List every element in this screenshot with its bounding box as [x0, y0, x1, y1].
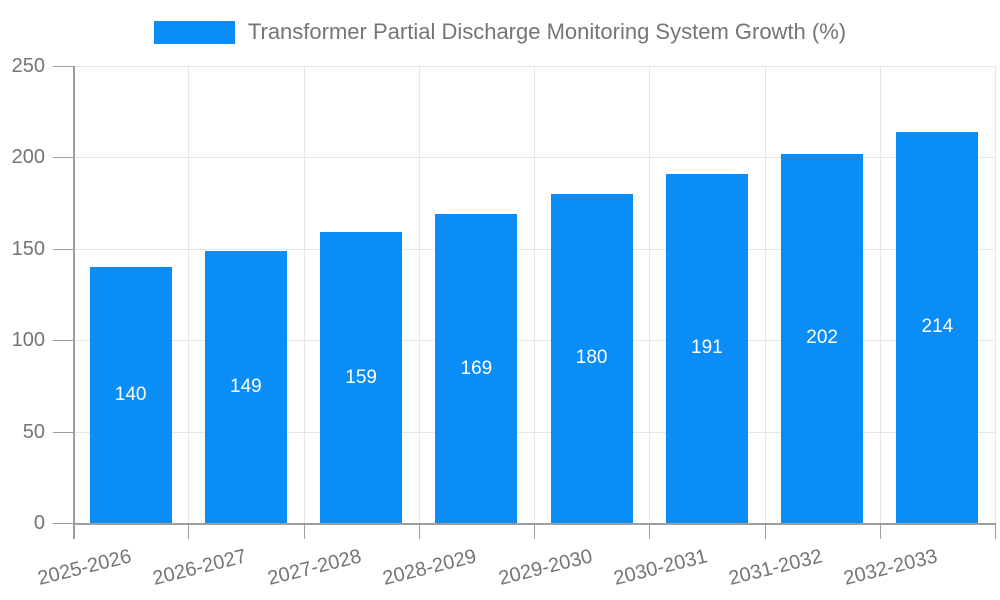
bar-value-label: 214 [921, 316, 954, 338]
x-tick [995, 523, 996, 539]
bar[interactable] [665, 173, 748, 523]
bar[interactable] [896, 131, 979, 523]
y-axis-tick-label: 200 [11, 146, 45, 169]
y-axis-tick-label: 250 [11, 55, 45, 77]
x-gridline [649, 66, 651, 523]
x-tick [534, 523, 535, 539]
bar-value-label: 149 [230, 375, 262, 397]
bar-value-label: 140 [114, 384, 147, 406]
bar[interactable] [550, 193, 633, 523]
bar-value-label: 180 [575, 347, 608, 369]
x-tick [879, 523, 881, 539]
legend-item[interactable]: Transformer Partial Discharge Monitoring… [153, 19, 847, 45]
bar-value-label: 191 [691, 337, 723, 359]
x-gridline [534, 66, 535, 523]
bar[interactable] [781, 153, 864, 523]
bar[interactable] [320, 232, 403, 523]
x-tick [303, 523, 305, 539]
x-tick [188, 523, 190, 539]
y-tick [53, 523, 73, 524]
bar[interactable] [435, 214, 518, 523]
y-axis-tick-label: 0 [33, 512, 45, 534]
bar[interactable] [89, 267, 172, 523]
x-gridline [879, 66, 881, 523]
y-tick [53, 248, 73, 250]
y-axis-tick-label: 150 [11, 237, 45, 260]
x-tick [418, 523, 420, 539]
x-gridline [418, 66, 420, 523]
y-tick [53, 340, 73, 342]
x-gridline [188, 66, 190, 523]
y-axis-tick-label: 50 [22, 420, 45, 443]
bar-value-label: 159 [345, 366, 377, 388]
x-tick [649, 523, 651, 539]
y-tick [53, 157, 73, 159]
x-gridline [303, 66, 305, 523]
x-gridline [995, 66, 996, 523]
x-gridline [764, 66, 766, 523]
y-tick [53, 431, 73, 433]
x-axis-line [73, 523, 995, 525]
legend-swatch-icon [153, 20, 235, 44]
x-tick [764, 523, 766, 539]
bar[interactable] [204, 250, 287, 523]
y-tick [53, 66, 73, 67]
bar-value-label: 202 [806, 327, 838, 349]
y-axis-line [73, 66, 75, 539]
legend: Transformer Partial Discharge Monitoring… [0, 17, 1000, 47]
bar-value-label: 169 [460, 357, 493, 379]
y-axis-tick-label: 100 [11, 329, 45, 352]
legend-label: Transformer Partial Discharge Monitoring… [247, 19, 847, 44]
